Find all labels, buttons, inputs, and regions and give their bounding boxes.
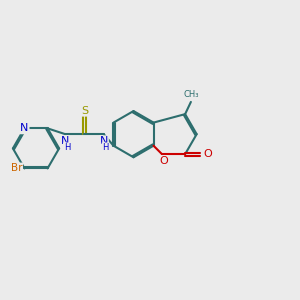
Text: N: N — [20, 123, 28, 134]
Text: O: O — [203, 149, 212, 159]
Text: CH₃: CH₃ — [184, 90, 199, 99]
Text: O: O — [159, 156, 168, 166]
Text: H: H — [102, 143, 109, 152]
Text: H: H — [64, 143, 70, 152]
Text: N: N — [61, 136, 69, 146]
Text: S: S — [81, 106, 88, 116]
Text: N: N — [100, 136, 108, 146]
Text: Br: Br — [11, 164, 22, 173]
